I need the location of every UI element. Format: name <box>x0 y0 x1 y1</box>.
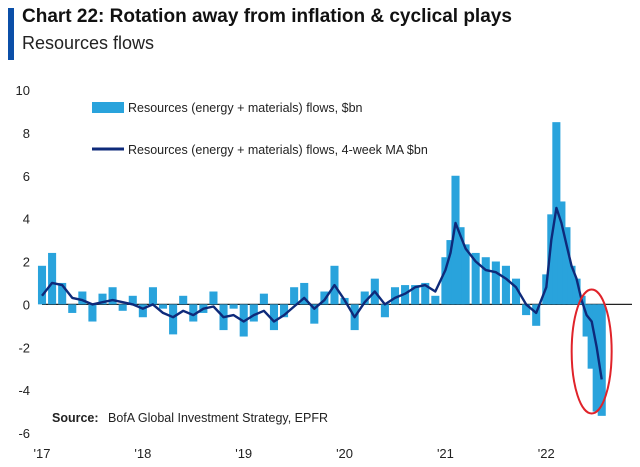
flow-bar <box>68 304 77 313</box>
x-tick-label: '18 <box>134 446 151 461</box>
title-accent-bar <box>8 8 14 60</box>
flow-bar <box>138 304 147 318</box>
flow-bar <box>169 304 178 335</box>
y-tick-label: -6 <box>18 426 30 441</box>
flow-bar <box>259 293 268 305</box>
legend-label-line: Resources (energy + materials) flows, 4-… <box>128 143 428 157</box>
y-tick-label: -2 <box>18 340 30 355</box>
flow-bar <box>557 201 566 305</box>
source-text: BofA Global Investment Strategy, EPFR <box>108 411 328 425</box>
flow-bar <box>582 304 591 337</box>
flow-bar <box>491 261 500 305</box>
tick-labels: 10 8 6 4 2 0 -2 -4 -6 '17 '18 '19 '20 '21 '22 <box>16 83 555 461</box>
flow-bar <box>421 282 430 305</box>
flow-bar <box>532 304 541 326</box>
flow-bar <box>179 295 188 305</box>
flow-bar <box>597 304 606 416</box>
flow-bar <box>431 295 440 305</box>
flow-bar <box>48 252 57 305</box>
ma-line-series <box>41 206 603 380</box>
flow-bar <box>471 252 480 305</box>
x-tick-label: '21 <box>437 446 454 461</box>
flow-bar <box>280 304 289 318</box>
flow-bar <box>446 240 455 305</box>
flow-bar <box>148 287 157 305</box>
flow-bar <box>501 265 510 305</box>
source-label: Source: <box>52 411 99 425</box>
flow-bar <box>118 304 127 311</box>
x-tick-label: '17 <box>34 446 51 461</box>
flow-bar <box>456 227 465 305</box>
y-tick-label: 8 <box>23 126 30 141</box>
flow-bar <box>300 282 309 305</box>
flow-bar <box>269 304 278 331</box>
x-tick-label: '22 <box>538 446 555 461</box>
legend-label-bars: Resources (energy + materials) flows, $b… <box>128 101 363 115</box>
source-note: Source: BofA Global Investment Strategy,… <box>52 411 328 425</box>
flow-bar <box>88 304 97 322</box>
chart-subtitle: Resources flows <box>22 33 155 53</box>
y-tick-label: 0 <box>23 297 30 312</box>
flow-bar <box>461 244 470 305</box>
y-tick-label: -4 <box>18 383 30 398</box>
flow-bar <box>37 265 47 305</box>
flow-bar <box>189 304 198 322</box>
legend-swatch-bars <box>92 102 124 113</box>
flow-bar <box>562 227 571 305</box>
y-tick-label: 10 <box>16 83 30 98</box>
legend: Resources (energy + materials) flows, $b… <box>92 101 428 157</box>
flow-bar <box>310 304 319 324</box>
x-tick-label: '19 <box>235 446 252 461</box>
flow-bar <box>229 304 238 309</box>
chart-title: Chart 22: Rotation away from inflation &… <box>22 6 512 27</box>
flow-bar <box>320 291 329 305</box>
flow-bar <box>481 257 490 305</box>
flow-bar <box>98 293 107 305</box>
flow-bar <box>360 291 369 305</box>
flow-bar <box>567 265 576 305</box>
x-tick-label: '20 <box>336 446 353 461</box>
annotation-layer <box>570 288 613 415</box>
flow-bar <box>547 214 556 305</box>
flow-bar <box>441 257 450 305</box>
y-tick-label: 2 <box>23 255 30 270</box>
y-tick-label: 6 <box>23 169 30 184</box>
flow-bar <box>209 291 218 305</box>
flow-bar <box>58 282 67 305</box>
flow-bar <box>78 291 87 305</box>
flow-bar <box>158 304 168 309</box>
flow-bar <box>380 304 389 318</box>
y-tick-label: 4 <box>23 212 30 227</box>
flow-bar <box>390 287 400 305</box>
flow-bar <box>572 278 581 305</box>
flow-bar <box>522 304 531 316</box>
flow-bar <box>451 175 460 305</box>
flow-bar <box>511 278 521 305</box>
flow-bar <box>592 304 601 412</box>
flow-bar <box>587 304 596 369</box>
flow-bar <box>249 304 258 322</box>
ma-line <box>41 206 603 380</box>
bar-series <box>37 122 606 416</box>
flow-bar <box>411 285 420 305</box>
flow-bar <box>290 287 299 305</box>
flow-bar <box>128 295 137 305</box>
highlight-circle <box>570 288 613 415</box>
flow-bar <box>108 287 117 305</box>
